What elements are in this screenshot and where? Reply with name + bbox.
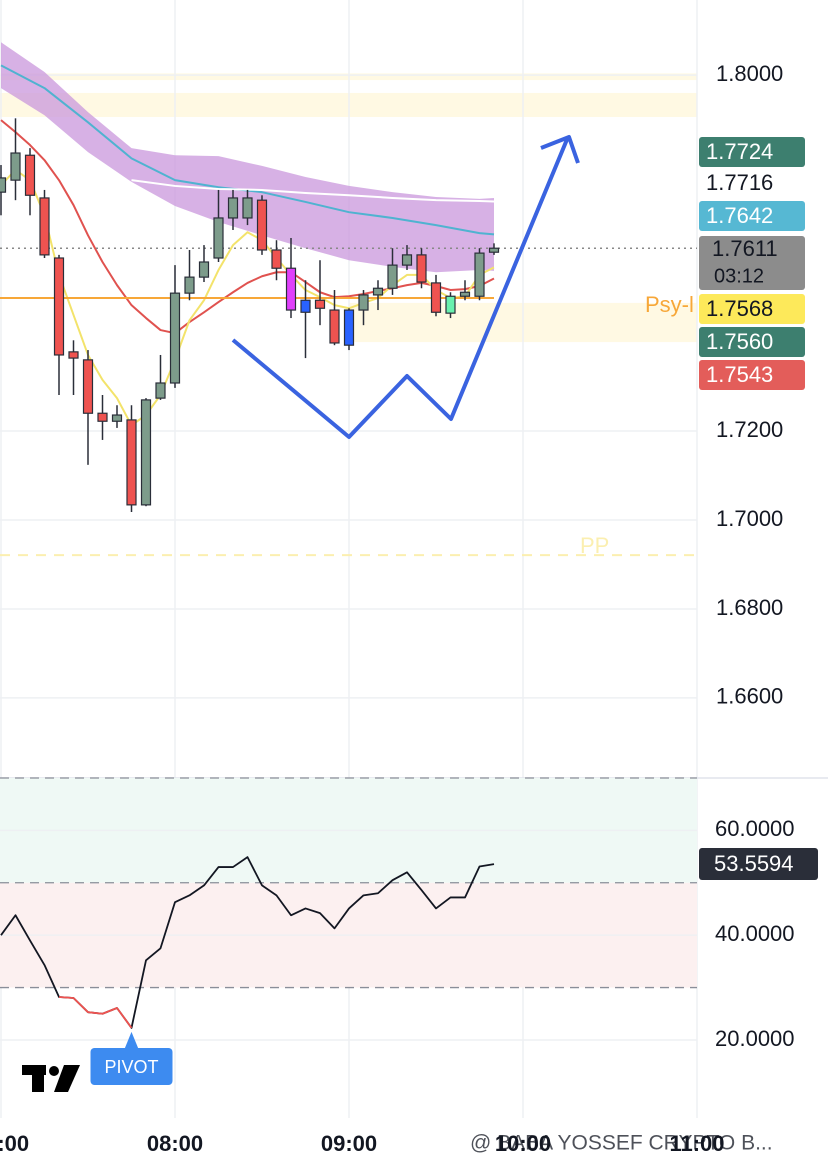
candle-body — [242, 197, 253, 219]
candle-body — [329, 309, 340, 344]
rsi-label-bg — [699, 848, 818, 880]
candle-body — [10, 152, 21, 181]
candle-body — [488, 247, 500, 253]
y-tick-label: 1.6800 — [716, 595, 783, 620]
y-tick-label: 1.7200 — [716, 417, 783, 442]
y-tick-label: 1.7000 — [716, 506, 783, 531]
candle-body — [213, 217, 224, 259]
rsi-label: 53.5594 — [714, 851, 794, 876]
tradingview-logo — [22, 1065, 80, 1092]
candle-body — [314, 299, 326, 309]
candle-body — [271, 249, 282, 269]
candle-body — [39, 197, 50, 256]
countdown: 03:12 — [714, 265, 764, 287]
x-tick-label: 11:00 — [669, 1131, 724, 1156]
candle-body — [387, 264, 398, 289]
x-tick-label: 08:00 — [147, 1131, 203, 1156]
candle-body — [126, 419, 137, 506]
line — [0, 168, 495, 427]
candle-body — [285, 267, 297, 311]
y-tick-label: 1.6600 — [716, 684, 783, 709]
annotation-pointer — [124, 1031, 139, 1049]
price-label-bg — [699, 201, 805, 231]
line — [0, 119, 495, 335]
candle-body — [430, 282, 442, 313]
candle-body — [82, 359, 94, 414]
candle-body — [184, 276, 195, 294]
price-label: 1.7568 — [706, 296, 773, 321]
candle-body — [169, 292, 181, 384]
candle-body — [97, 412, 108, 422]
price-label-bg — [699, 327, 805, 357]
candle-body — [227, 197, 239, 219]
candle-body — [474, 252, 485, 297]
x-tick-label: 07:00 — [0, 1131, 29, 1156]
candle-body — [24, 154, 36, 196]
annotation-box — [90, 1048, 173, 1085]
line — [131, 179, 495, 203]
price-label-bg — [699, 168, 805, 198]
current-price-bg — [699, 236, 805, 290]
candle-body — [343, 309, 355, 346]
y-tick-label: 40.0000 — [715, 921, 795, 946]
price-label: 1.7560 — [706, 329, 773, 354]
price-label-bg — [699, 294, 805, 324]
rsi-line — [58, 996, 133, 1029]
logo-part — [32, 1065, 44, 1092]
level-label: PP — [580, 533, 609, 558]
price-label: 1.7716 — [706, 170, 773, 195]
price-label: 1.7543 — [706, 362, 773, 387]
candle-body — [256, 199, 268, 251]
price-label-bg — [699, 137, 805, 167]
y-tick-label: 20.0000 — [715, 1026, 795, 1051]
candle-body — [198, 261, 210, 278]
candle-body — [111, 414, 123, 422]
drawn-arrow — [231, 136, 570, 439]
candle-body — [445, 295, 456, 314]
y-tick-label: 60.0000 — [715, 816, 795, 841]
candle-body — [300, 299, 311, 313]
y-tick-label: 1.8000 — [716, 61, 783, 86]
price-label: 1.7642 — [706, 203, 773, 228]
candle-body — [140, 399, 152, 506]
logo-part — [49, 1066, 59, 1076]
candle-body — [401, 254, 413, 266]
logo-part — [54, 1065, 80, 1092]
x-tick-label: 09:00 — [321, 1131, 377, 1156]
arrow-head — [540, 135, 580, 164]
candle-body — [155, 382, 166, 399]
candle-body — [68, 351, 79, 359]
candle-body — [0, 177, 7, 193]
candle-body — [372, 287, 384, 296]
candle-body — [459, 291, 471, 297]
candle-body — [53, 257, 65, 356]
price-label: 1.7724 — [706, 139, 773, 164]
price-label-bg — [699, 360, 805, 390]
line — [0, 64, 495, 236]
annotation-text: PIVOT — [104, 1057, 158, 1077]
candle-body — [416, 254, 427, 283]
level-label: Psy-l — [645, 292, 694, 317]
watermark: @ BABA YOSSEF CRYPTO B... — [470, 1132, 773, 1155]
candle-body — [358, 294, 369, 311]
x-tick-label: 10:00 — [495, 1131, 551, 1156]
current-price: 1.7611 — [712, 236, 778, 261]
